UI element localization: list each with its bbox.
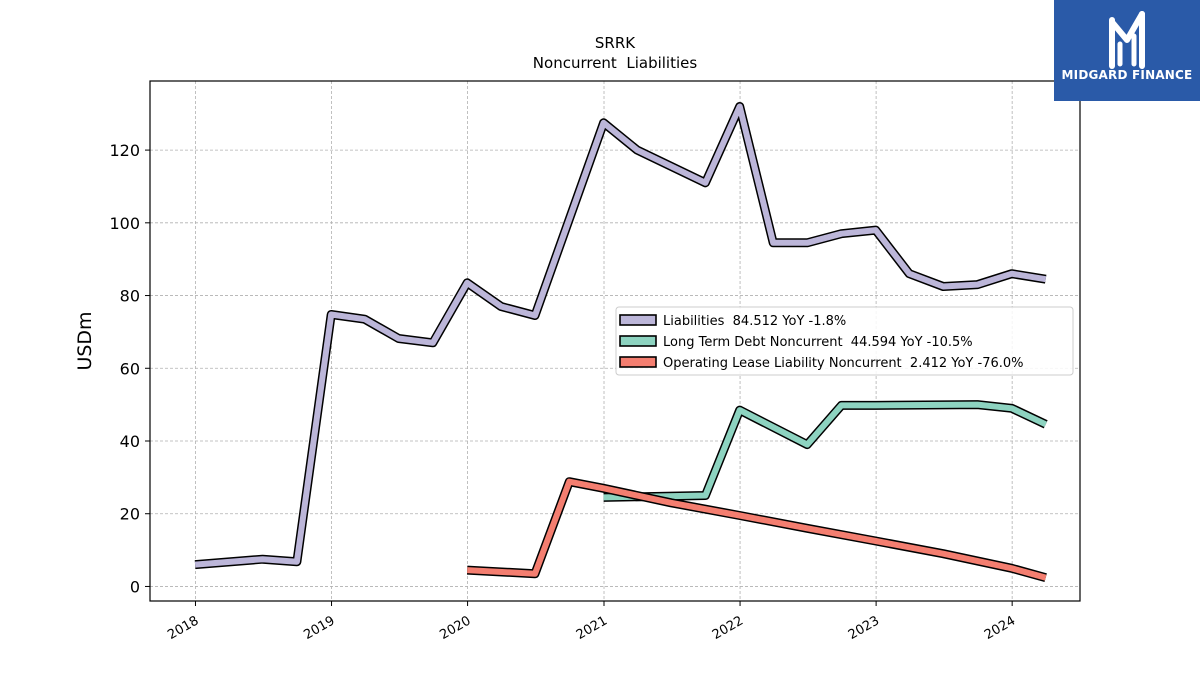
series-line [467,478,1047,581]
chart-title: SRRK [595,34,636,52]
legend-box [615,306,1074,376]
logo-mark-icon [1109,11,1145,69]
x-tick-label: 2019 [301,613,337,643]
y-tick-label: 100 [109,214,140,233]
x-tick-label: 2020 [437,613,473,643]
midgard-finance-logo: MIDGARD FINANCE [1054,0,1200,101]
y-tick-label: 0 [130,577,140,596]
x-tick-label: 2021 [574,613,610,643]
y-tick-label: 60 [120,359,140,378]
series-lines [194,102,1048,583]
x-tick-label: 2024 [982,613,1018,643]
legend-label: Long Term Debt Noncurrent 44.594 YoY -10… [663,335,973,350]
legend-label: Liabilities 84.512 YoY -1.8% [663,314,846,329]
series-outline [603,400,1048,502]
y-tick-label: 40 [120,432,140,451]
chart-subtitle: Noncurrent Liabilities [533,54,698,72]
legend-swatch [619,314,657,326]
x-axis: 2018 2019 2020 2021 2022 2023 2024 [165,601,1018,643]
y-tick-label: 120 [109,141,140,160]
y-axis: 0 20 40 60 80 100 120 [109,141,150,596]
legend: Liabilities 84.512 YoY -1.8% Long Term De… [615,306,1074,376]
series-line [603,401,1047,501]
logo-text: MIDGARD FINANCE [1061,68,1193,82]
x-tick-label: 2022 [710,613,746,643]
legend-swatch [619,356,657,368]
x-tick-label: 2018 [165,613,201,643]
x-tick-label: 2023 [846,613,882,643]
legend-label: Operating Lease Liability Noncurrent 2.4… [663,356,1024,371]
y-axis-label: USDm [74,311,96,370]
y-tick-label: 20 [120,505,140,524]
plot-frame [149,80,1081,602]
y-tick-label: 80 [120,287,140,306]
legend-swatch [619,335,657,347]
series-line [194,103,1047,568]
